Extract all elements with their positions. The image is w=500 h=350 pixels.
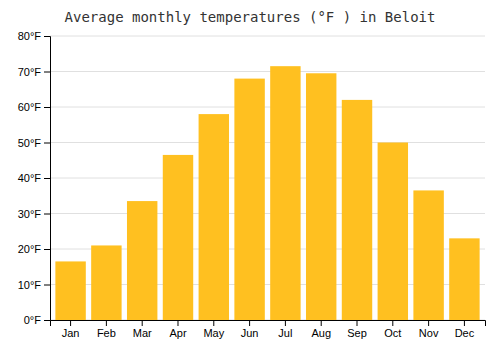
y-tick-mark xyxy=(44,143,50,144)
y-axis-line xyxy=(44,37,51,321)
bar xyxy=(342,100,372,320)
bar xyxy=(270,66,300,320)
bar xyxy=(91,245,121,320)
y-tick-label: 40°F xyxy=(18,172,42,184)
x-tick-mark xyxy=(392,320,393,326)
y-tick-mark xyxy=(44,107,50,108)
grid-line xyxy=(50,107,485,108)
x-tick: Dec xyxy=(455,320,475,339)
x-tick: Jan xyxy=(62,320,80,339)
x-tick: Jun xyxy=(241,320,259,339)
bar xyxy=(234,79,264,320)
y-tick-mark xyxy=(44,36,50,37)
x-tick-label: Nov xyxy=(419,327,439,339)
bar xyxy=(413,190,443,320)
y-tick-label: 20°F xyxy=(18,243,42,255)
x-tick-label: Jul xyxy=(278,327,292,339)
bars xyxy=(55,66,479,320)
bar xyxy=(163,155,193,320)
x-tick-mark xyxy=(249,320,250,326)
bar xyxy=(449,238,479,320)
x-tick-label: Jun xyxy=(241,327,259,339)
x-tick-mark xyxy=(464,320,465,326)
x-tick: Jul xyxy=(278,320,292,339)
y-tick: 40°F xyxy=(18,172,50,184)
y-tick-mark xyxy=(44,214,50,215)
x-tick: Feb xyxy=(97,320,116,339)
x-tick: Nov xyxy=(419,320,439,339)
y-tick-label: 60°F xyxy=(18,101,42,113)
y-tick-label: 80°F xyxy=(18,30,42,42)
grid-line xyxy=(50,36,485,37)
x-axis-line xyxy=(51,321,486,327)
y-tick: 70°F xyxy=(18,66,50,78)
y-tick-mark xyxy=(44,320,50,321)
y-tick: 20°F xyxy=(18,243,50,255)
y-tick-label: 10°F xyxy=(18,279,42,291)
x-tick-mark xyxy=(428,320,429,326)
x-tick-label: Apr xyxy=(169,327,186,339)
y-tick-label: 0°F xyxy=(24,314,42,326)
grid xyxy=(50,36,485,320)
y-axis: 0°F 10°F 20°F 30°F 40°F 50°F 60°F 70°F 80°F xyxy=(18,30,51,326)
x-tick: Apr xyxy=(169,320,186,339)
x-tick-mark xyxy=(177,320,178,326)
x-tick-mark xyxy=(213,320,214,326)
x-tick-mark xyxy=(357,320,358,326)
grid-line xyxy=(50,142,485,143)
bar xyxy=(378,143,408,321)
x-tick: May xyxy=(203,320,224,339)
y-tick-label: 50°F xyxy=(18,137,42,149)
x-tick-label: Aug xyxy=(311,327,331,339)
x-tick-label: Mar xyxy=(133,327,152,339)
y-tick-label: 30°F xyxy=(18,208,42,220)
x-tick-label: Dec xyxy=(455,327,475,339)
x-tick-label: Feb xyxy=(97,327,116,339)
bar xyxy=(55,261,85,320)
bar xyxy=(306,73,336,320)
bar xyxy=(127,201,157,320)
x-tick-label: May xyxy=(203,327,224,339)
y-tick: 0°F xyxy=(24,314,50,326)
y-tick-mark xyxy=(44,178,50,179)
chart: Average monthly temperatures (°F ) in Be… xyxy=(0,0,500,350)
grid-line xyxy=(50,178,485,179)
y-tick-label: 70°F xyxy=(18,66,42,78)
x-tick-label: Jan xyxy=(62,327,80,339)
x-tick: Oct xyxy=(384,320,401,339)
x-tick: Aug xyxy=(311,320,331,339)
y-tick: 30°F xyxy=(18,208,50,220)
x-tick: Mar xyxy=(133,320,152,339)
x-tick-label: Sep xyxy=(347,327,367,339)
x-tick-mark xyxy=(321,320,322,326)
x-tick-label: Oct xyxy=(384,327,401,339)
y-tick: 10°F xyxy=(18,279,50,291)
x-tick-mark xyxy=(285,320,286,326)
y-tick-mark xyxy=(44,72,50,73)
plot: 0°F 10°F 20°F 30°F 40°F 50°F 60°F 70°F 80°F Jan Fe… xyxy=(18,30,486,339)
y-tick: 80°F xyxy=(18,30,50,42)
y-tick-mark xyxy=(44,285,50,286)
x-tick: Sep xyxy=(347,320,367,339)
x-tick-mark xyxy=(142,320,143,326)
x-tick-mark xyxy=(70,320,71,326)
y-tick-mark xyxy=(44,249,50,250)
title: Average monthly temperatures (°F ) in Be… xyxy=(65,9,436,25)
x-axis: Jan Feb Mar Apr May Jun Jul Aug Sep Oct Nov Dec xyxy=(51,320,486,339)
grid-line xyxy=(50,71,485,72)
y-tick: 50°F xyxy=(18,137,50,149)
x-tick-mark xyxy=(106,320,107,326)
y-tick: 60°F xyxy=(18,101,50,113)
bar xyxy=(199,114,229,320)
